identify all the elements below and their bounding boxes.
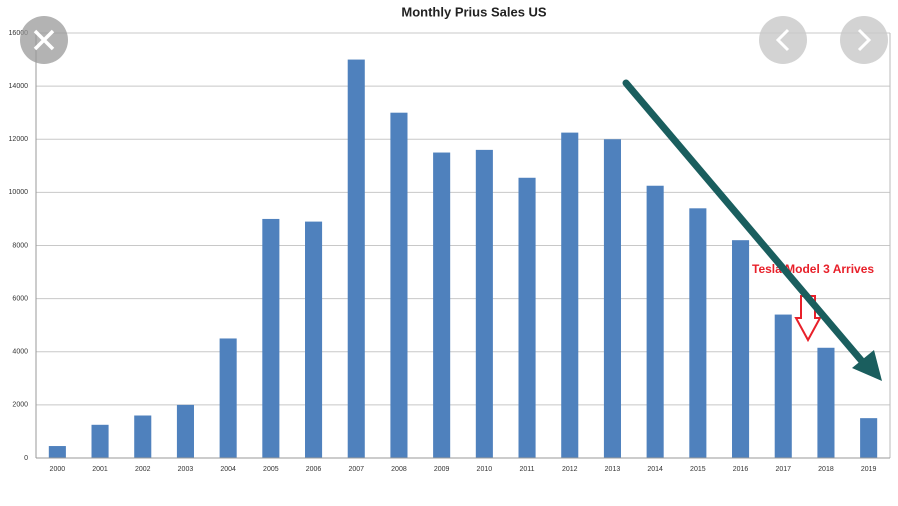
annotation-text: Tesla Model 3 Arrives <box>752 262 874 276</box>
x-tick-label: 2015 <box>690 466 706 473</box>
y-tick-label: 4000 <box>12 349 28 356</box>
chart-title: Monthly Prius Sales US <box>401 4 547 19</box>
x-tick-label: 2016 <box>733 466 749 473</box>
next-circle[interactable] <box>840 16 888 64</box>
bar <box>433 152 451 458</box>
x-tick-label: 2013 <box>605 466 621 473</box>
annotations: Tesla Model 3 Arrives <box>622 79 882 381</box>
bar <box>390 112 408 458</box>
trend-arrowhead <box>852 350 882 381</box>
trend-arrow <box>622 79 870 370</box>
prev-icon[interactable] <box>775 28 790 52</box>
plot-area: 0 2000 4000 6000 8000 10000 12000 14000 16000 200… <box>9 30 891 473</box>
x-tick-label: 2005 <box>263 466 279 473</box>
prev-button[interactable] <box>759 16 807 64</box>
bar <box>48 446 66 458</box>
bar <box>134 415 152 458</box>
prev-circle[interactable] <box>759 16 807 64</box>
x-tick-label: 2019 <box>861 466 877 473</box>
bar <box>817 347 835 458</box>
bar <box>91 424 109 458</box>
close-button[interactable] <box>20 16 68 64</box>
bar <box>518 177 536 458</box>
bar <box>219 338 237 458</box>
x-tick-label: 2014 <box>647 466 663 473</box>
y-tick-label: 0 <box>24 455 28 462</box>
x-tick-label: 2010 <box>477 466 493 473</box>
bar <box>732 240 750 458</box>
bar <box>689 208 707 458</box>
next-button[interactable] <box>840 16 888 64</box>
bar <box>603 139 621 458</box>
x-tick-label: 2012 <box>562 466 578 473</box>
x-tick-label: 2003 <box>178 466 194 473</box>
bar <box>774 314 792 458</box>
bar <box>305 221 323 458</box>
bar <box>561 132 579 458</box>
bar <box>262 218 280 458</box>
bar <box>860 418 878 458</box>
close-icon[interactable] <box>33 29 55 51</box>
bar <box>347 59 365 458</box>
x-tick-label: 2011 <box>520 466 535 473</box>
y-tick-label: 8000 <box>12 242 28 249</box>
y-tick-label: 12000 <box>9 136 29 143</box>
y-tick-label: 14000 <box>9 83 29 90</box>
x-tick-label: 2009 <box>434 466 450 473</box>
bar <box>475 149 493 458</box>
bar <box>176 404 194 458</box>
x-tick-label: 2007 <box>348 466 364 473</box>
y-tick-label: 16000 <box>9 30 29 37</box>
x-tick-label: 2006 <box>306 466 322 473</box>
x-tick-label: 2017 <box>775 466 791 473</box>
x-tick-label: 2001 <box>92 466 108 473</box>
y-tick-label: 10000 <box>9 189 29 196</box>
x-tick-label: 2004 <box>220 466 236 473</box>
x-tick-label: 2002 <box>135 466 151 473</box>
y-tick-label: 2000 <box>12 402 28 409</box>
x-tick-label: 2000 <box>50 466 66 473</box>
next-icon[interactable] <box>857 28 872 52</box>
y-tick-label: 6000 <box>12 295 28 302</box>
bar <box>646 185 664 458</box>
x-tick-label: 2008 <box>391 466 407 473</box>
x-tick-label: 2018 <box>818 466 834 473</box>
